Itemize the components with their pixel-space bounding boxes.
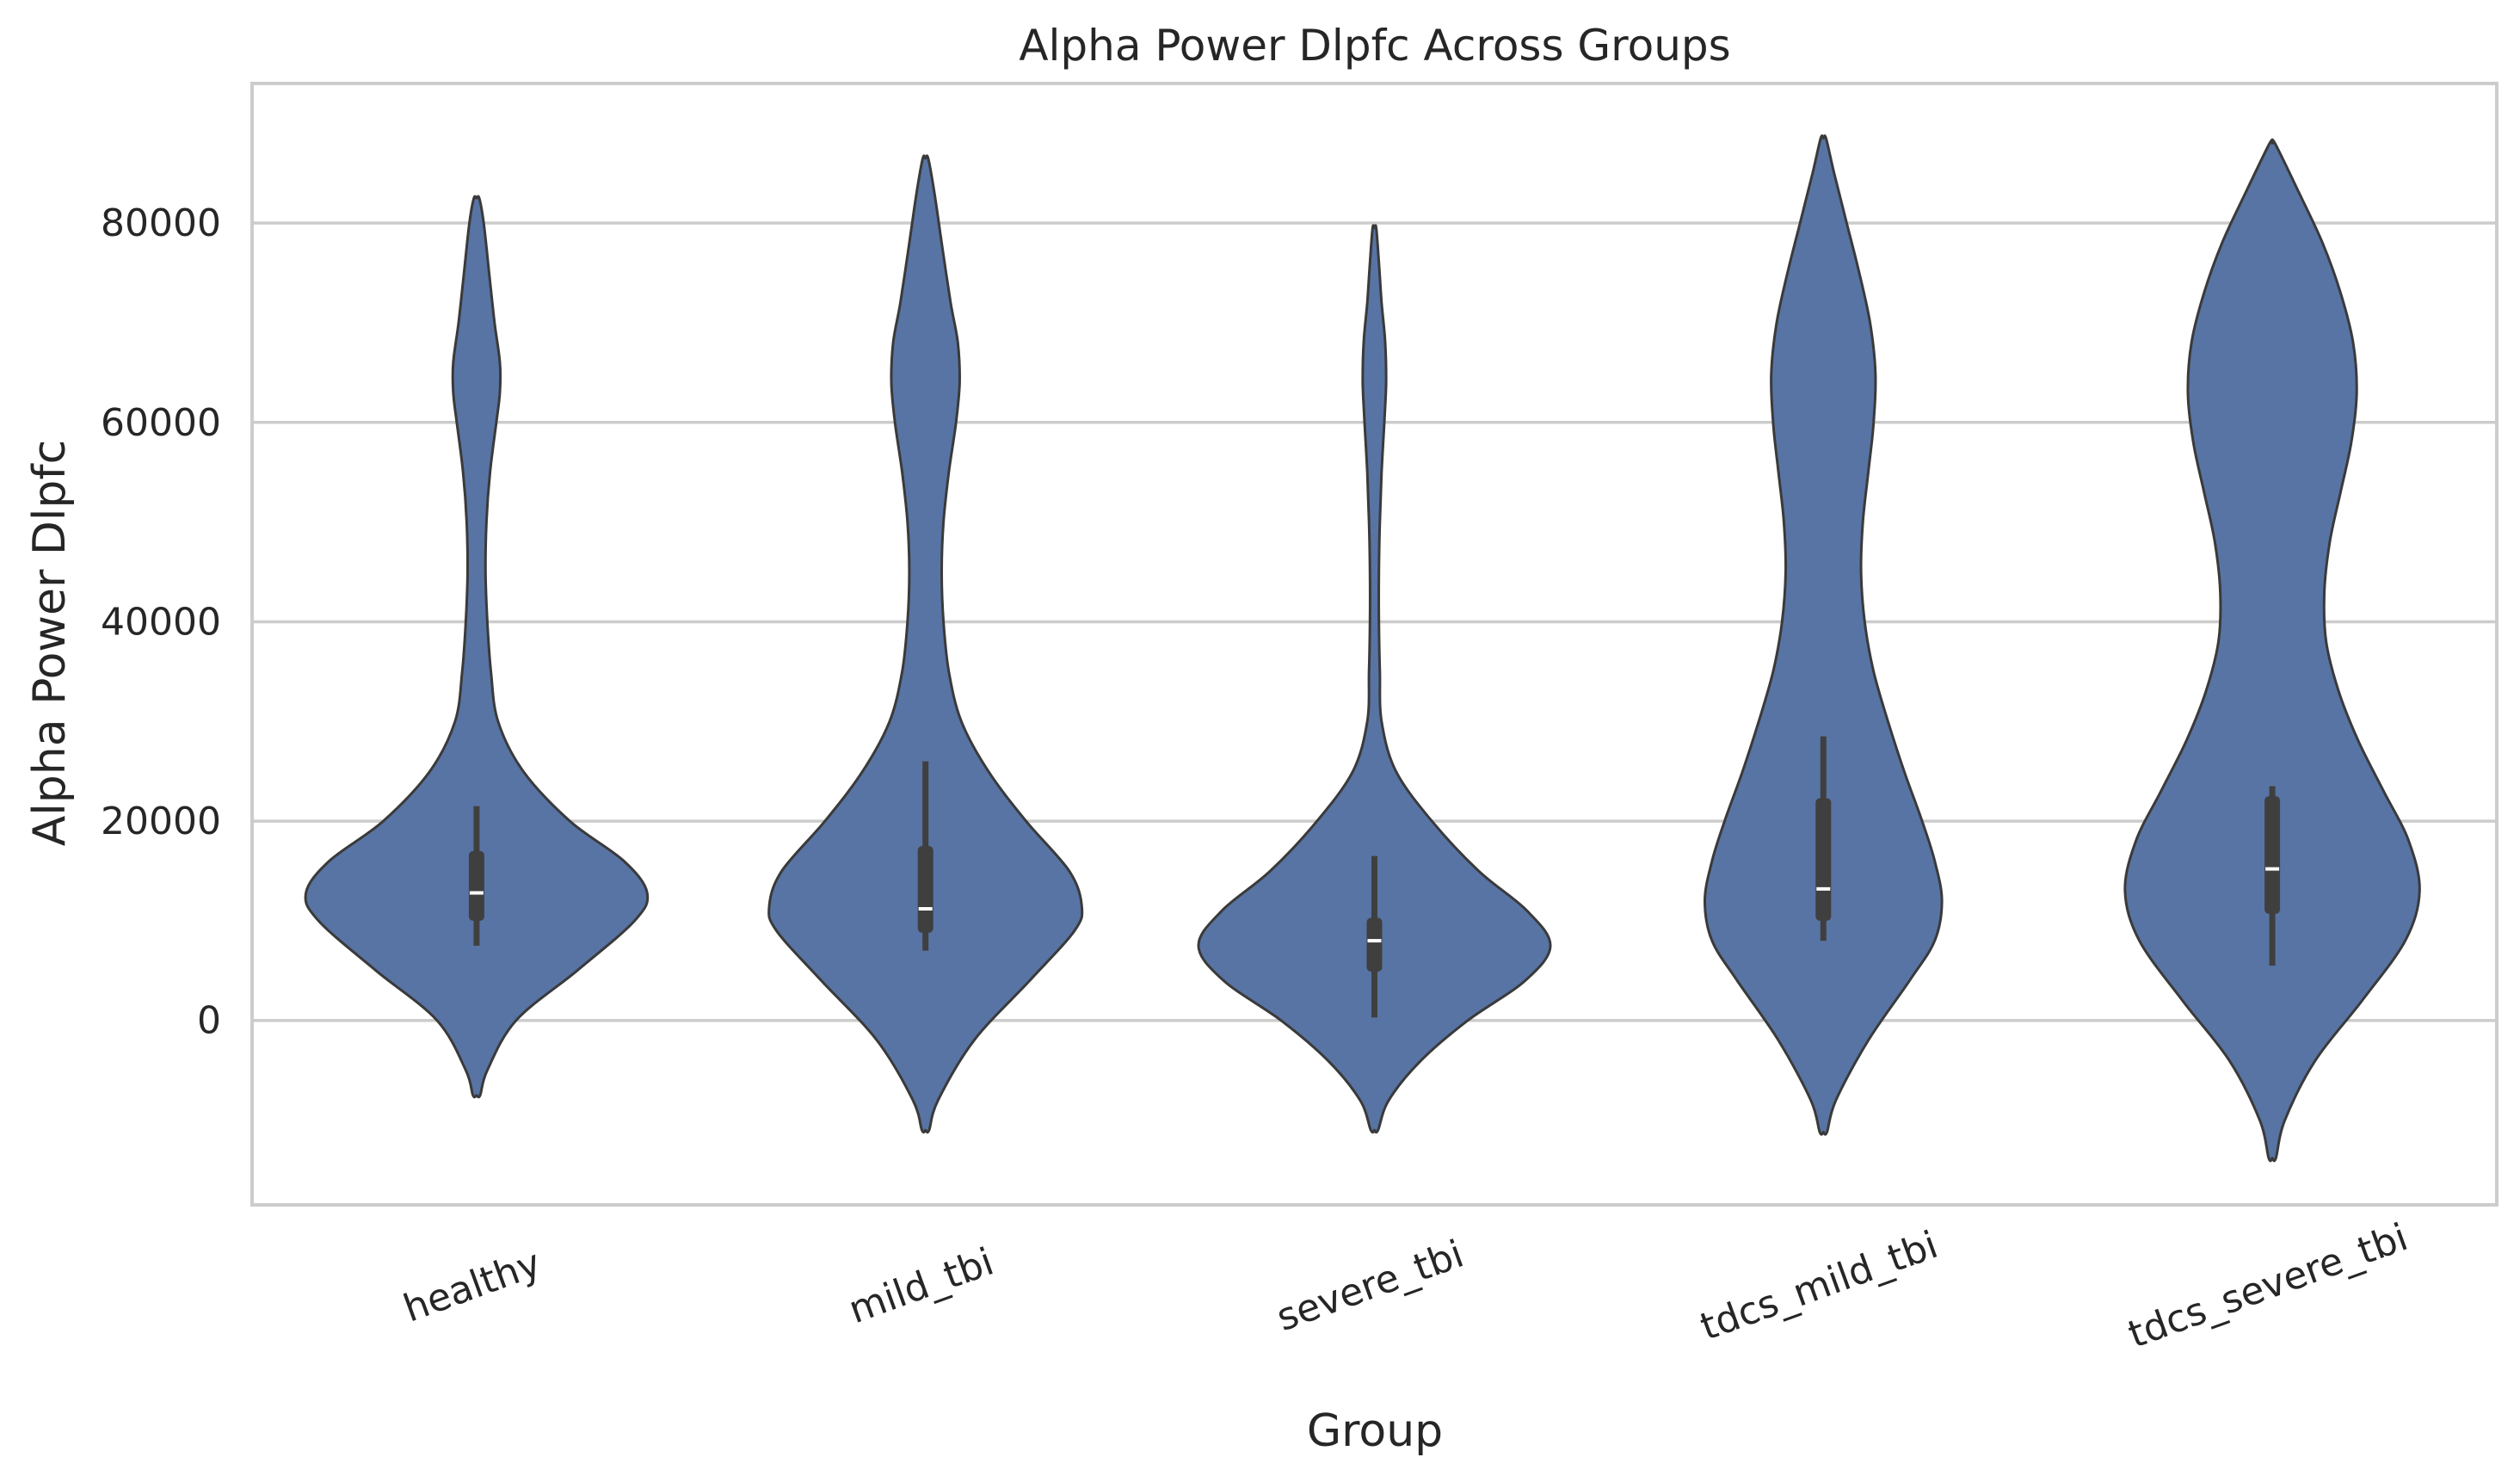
violin-tdcs_severe_tbi — [2123, 138, 2421, 1163]
violin-mild_tbi — [767, 154, 1084, 1134]
violin-iqr-box — [1366, 917, 1383, 972]
violin-healthy — [304, 195, 650, 1099]
chart-title: Alpha Power Dlpfc Across Groups — [1019, 21, 1730, 71]
violin-body — [1197, 224, 1552, 1134]
y-axis-label: Alpha Power Dlpfc — [24, 440, 76, 847]
y-tick-label: 60000 — [101, 401, 221, 445]
violin-iqr-box — [917, 846, 933, 933]
violin-iqr-box — [1815, 798, 1832, 921]
violins — [304, 134, 2421, 1163]
violin-body — [1703, 134, 1944, 1136]
violin-tdcs_mild_tbi — [1703, 134, 1944, 1136]
violin-iqr-box — [468, 850, 484, 921]
y-tick-label: 40000 — [101, 600, 221, 644]
plot-frame — [250, 82, 2498, 1207]
violin-severe_tbi — [1197, 224, 1552, 1134]
x-tick-label: severe_tbi — [1271, 1232, 1469, 1340]
violin-body — [2123, 138, 2421, 1163]
x-tick-label: mild_tbi — [843, 1240, 1000, 1333]
y-tick-labels: 0 20000 40000 60000 80000 — [101, 201, 221, 1043]
x-axis-label: Group — [1307, 1405, 1443, 1457]
x-tick-label: tdcs_mild_tbi — [1695, 1223, 1944, 1349]
x-tick-label: tdcs_severe_tbi — [2123, 1215, 2413, 1357]
y-tick-label: 80000 — [101, 201, 221, 245]
y-tick-label: 20000 — [101, 800, 221, 843]
violin-body — [304, 195, 650, 1099]
x-tick-label: healthy — [398, 1241, 547, 1331]
x-tick-labels: healthy mild_tbi severe_tbi tdcs_mild_tbi td… — [398, 1215, 2414, 1357]
y-tick-label: 0 — [197, 999, 221, 1043]
violin-iqr-box — [2264, 796, 2281, 914]
violin-body — [767, 154, 1084, 1134]
